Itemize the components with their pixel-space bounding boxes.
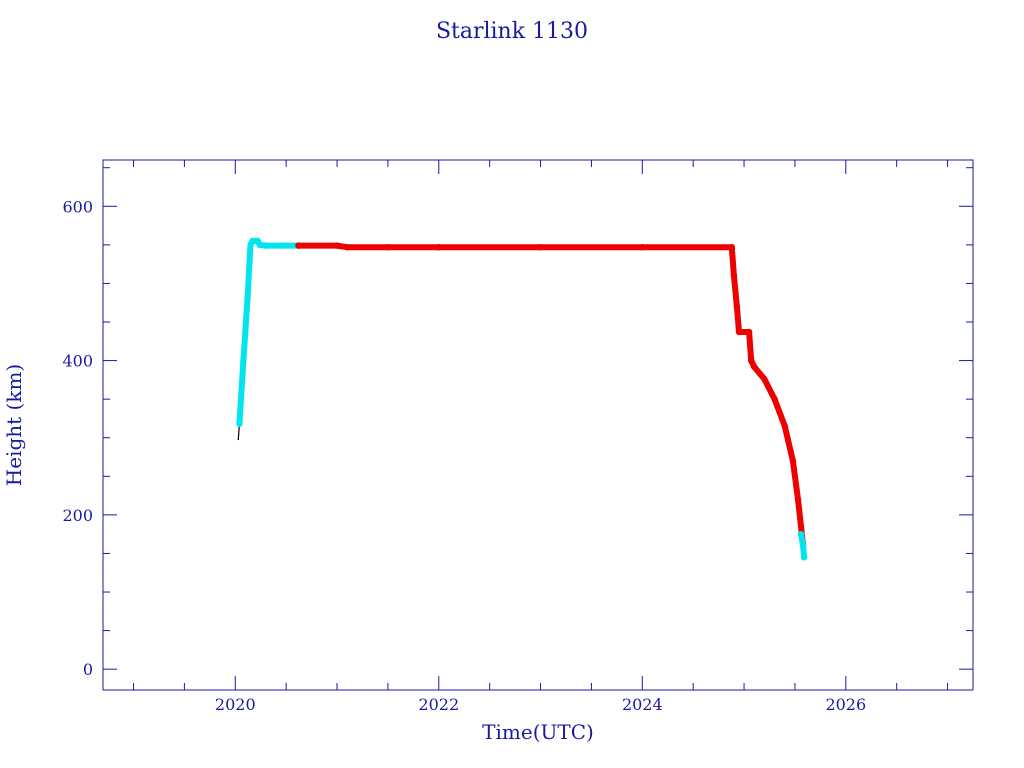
series-point xyxy=(249,237,256,245)
series-point xyxy=(748,357,755,364)
series-point xyxy=(751,363,758,370)
series-point xyxy=(435,244,442,251)
x-tick-label: 2026 xyxy=(825,695,866,714)
plot-frame xyxy=(102,159,974,691)
axis-ticks: 2020 2022 2024 2026 0 200 400 600 xyxy=(62,160,973,714)
series-point xyxy=(797,531,805,538)
series-point xyxy=(735,328,743,336)
x-tick-label: 2020 xyxy=(215,695,256,714)
series-point xyxy=(730,272,738,279)
x-axis-label: Time(UTC) xyxy=(482,720,594,744)
series-line-red-2 xyxy=(298,242,807,547)
series-point xyxy=(761,375,768,383)
series-point xyxy=(800,554,808,561)
series-point xyxy=(781,423,788,430)
series-point xyxy=(797,523,805,530)
series-point xyxy=(262,242,269,249)
series-point xyxy=(277,242,285,249)
series-point xyxy=(639,244,646,251)
y-tick-label: 200 xyxy=(62,506,93,525)
y-tick-label: 600 xyxy=(62,197,93,216)
series-point xyxy=(794,496,802,503)
series-point xyxy=(733,303,741,310)
series-point xyxy=(745,328,753,336)
series-point xyxy=(244,295,251,303)
series-point xyxy=(256,241,263,249)
series-point xyxy=(771,396,778,403)
series-point xyxy=(295,242,302,249)
y-axis-label: Height (km) xyxy=(2,364,26,486)
series-point xyxy=(789,457,797,465)
series-point xyxy=(236,420,243,427)
series-point xyxy=(537,244,544,251)
series-point xyxy=(728,244,735,251)
x-tick-label: 2022 xyxy=(418,695,459,714)
series-layer xyxy=(236,237,808,561)
series-point xyxy=(240,357,247,364)
series-point xyxy=(237,438,240,441)
series-line-cyan-1 xyxy=(236,238,299,424)
series-point xyxy=(384,244,392,251)
y-tick-label: 400 xyxy=(62,352,93,371)
x-tick-label: 2024 xyxy=(622,695,663,714)
series-point xyxy=(333,242,341,249)
y-tick-label: 0 xyxy=(83,660,93,679)
chart-title: Starlink 1130 xyxy=(436,19,588,44)
series-point xyxy=(344,244,351,251)
series-point xyxy=(799,542,807,549)
